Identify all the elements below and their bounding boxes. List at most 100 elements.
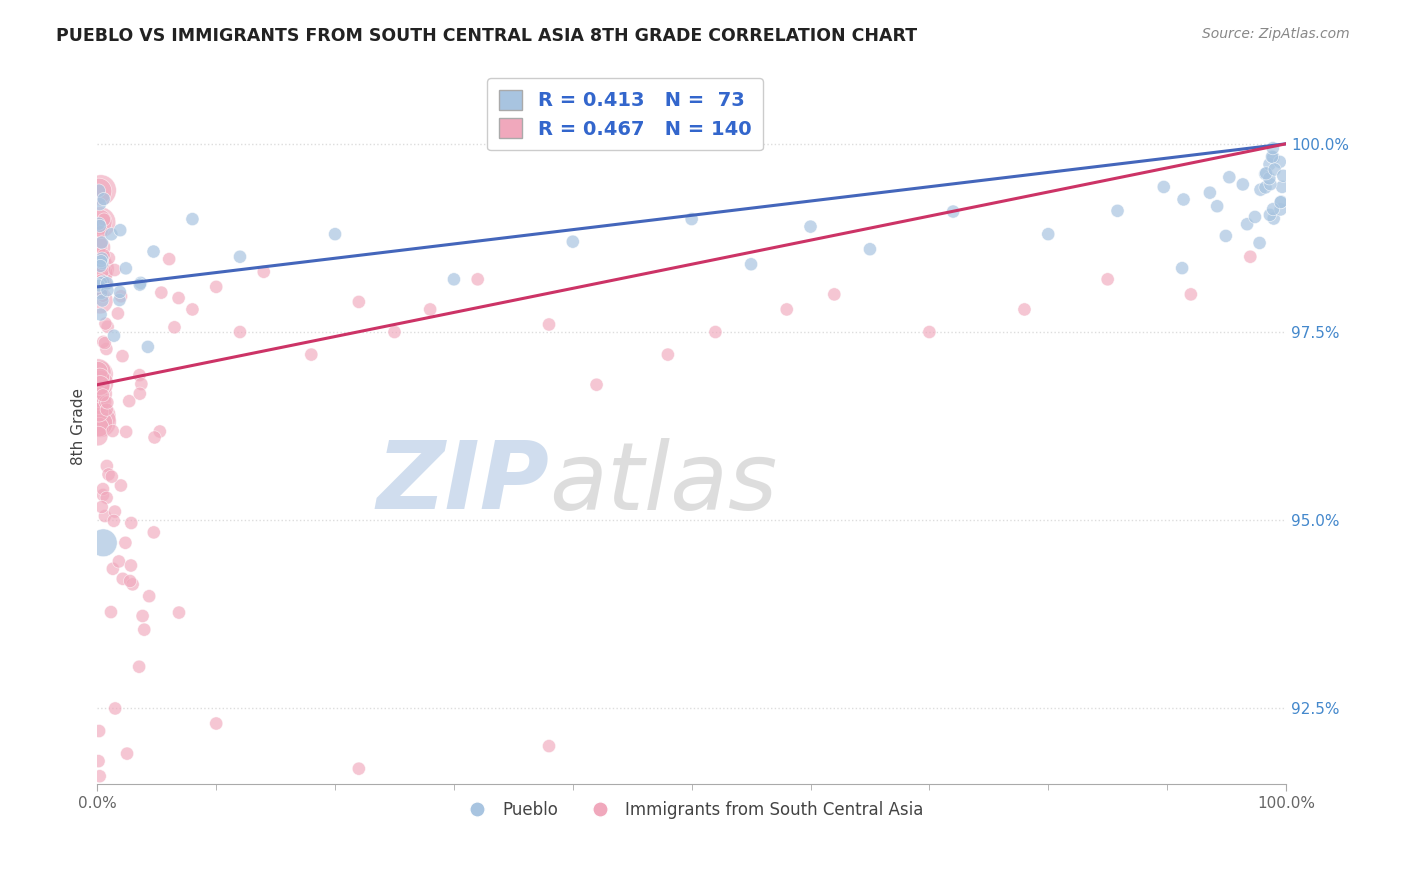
Point (89, 376, 111, 391)
Point (89, 367, 111, 381)
Point (121, 577, 143, 591)
Point (1263, 211, 1285, 226)
Point (128, 659, 150, 673)
Point (1254, 167, 1277, 181)
Point (229, 250, 252, 264)
Point (87, 429, 110, 443)
Point (96, 283, 118, 297)
Point (1215, 228, 1237, 243)
Point (96, 395, 118, 409)
Point (91, 388, 114, 402)
Point (90, 235, 112, 250)
Point (89, 724, 111, 739)
Point (1271, 180, 1294, 194)
Y-axis label: 8th Grade: 8th Grade (72, 388, 86, 465)
Point (1038, 227, 1060, 241)
Point (89, 417, 111, 431)
Point (96, 342, 118, 356)
Point (1260, 178, 1282, 192)
Point (87, 237, 110, 252)
Point (87, 215, 110, 229)
Point (87, 754, 110, 768)
Point (91, 285, 114, 300)
Point (90, 240, 112, 254)
Point (128, 368, 150, 383)
Point (91, 252, 114, 266)
Point (111, 572, 134, 586)
Point (704, 325, 727, 339)
Point (585, 377, 607, 392)
Point (91, 293, 114, 308)
Point (1173, 193, 1195, 207)
Point (120, 516, 142, 530)
Point (103, 328, 125, 343)
Point (108, 554, 131, 568)
Point (97, 251, 120, 265)
Point (90, 378, 112, 392)
Point (131, 609, 153, 624)
Point (1270, 194, 1292, 209)
Point (150, 285, 173, 300)
Point (149, 425, 172, 439)
Point (419, 302, 441, 317)
Point (89, 378, 111, 392)
Point (90, 183, 112, 197)
Point (1272, 169, 1295, 183)
Point (942, 204, 965, 219)
Point (108, 285, 131, 299)
Point (94, 395, 117, 409)
Point (90, 225, 112, 239)
Point (1256, 166, 1278, 180)
Point (1171, 261, 1194, 276)
Point (90, 276, 112, 290)
Point (90, 308, 112, 322)
Point (823, 287, 845, 301)
Point (537, 739, 560, 753)
Point (87, 261, 110, 276)
Point (96, 277, 118, 291)
Point (1258, 157, 1281, 171)
Point (90, 286, 112, 301)
Point (97, 467, 120, 482)
Text: Source: ZipAtlas.com: Source: ZipAtlas.com (1202, 27, 1350, 41)
Point (561, 235, 583, 249)
Point (1206, 199, 1229, 213)
Point (115, 747, 138, 761)
Point (167, 606, 190, 620)
Point (1263, 150, 1285, 164)
Point (91, 289, 114, 303)
Point (89, 371, 111, 385)
Point (101, 562, 124, 576)
Point (87, 254, 110, 268)
Point (100, 227, 122, 242)
Point (87, 278, 110, 293)
Point (142, 244, 165, 259)
Point (138, 589, 160, 603)
Point (110, 289, 132, 303)
Text: atlas: atlas (548, 438, 778, 529)
Point (87, 184, 110, 198)
Point (657, 348, 679, 362)
Point (91, 488, 114, 502)
Point (253, 265, 276, 279)
Point (740, 257, 762, 271)
Point (96, 458, 118, 473)
Point (1232, 178, 1254, 192)
Point (111, 349, 134, 363)
Point (1097, 272, 1119, 286)
Point (87, 184, 110, 198)
Point (1254, 180, 1277, 194)
Point (1258, 171, 1281, 186)
Point (89, 267, 111, 281)
Point (104, 263, 127, 277)
Point (107, 306, 129, 320)
Point (1261, 150, 1284, 164)
Point (91, 334, 114, 349)
Point (90, 261, 112, 276)
Point (859, 242, 882, 256)
Point (1218, 170, 1240, 185)
Point (110, 478, 132, 492)
Point (1250, 183, 1272, 197)
Point (347, 294, 370, 309)
Point (87, 391, 110, 405)
